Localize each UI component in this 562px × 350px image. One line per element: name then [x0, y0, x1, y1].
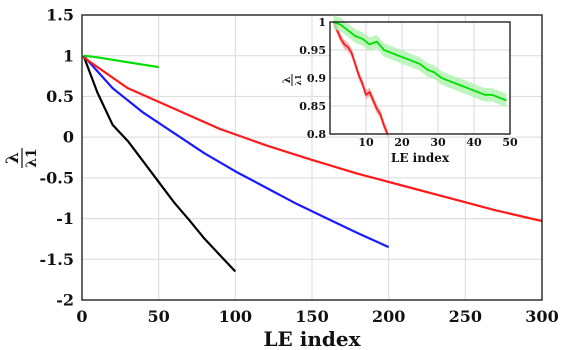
main-x-tick-label: 50 [148, 307, 170, 326]
main-y-tick-label: -0.5 [40, 168, 74, 187]
inset-y-tick-labels: 0.8 0.85 0.9 0.95 1 [299, 16, 326, 141]
main-y-tick-labels: -2 -1.5 -1 -0.5 0 0.5 1 1.5 [40, 6, 74, 310]
inset-x-tick-label: 50 [502, 136, 518, 149]
main-y-tick-label: -1 [56, 209, 74, 228]
inset-x-tick-label: 30 [430, 136, 446, 149]
main-series-1-line [82, 54, 390, 249]
main-plot-frame [81, 14, 543, 301]
inset-x-axis-label: LE index [391, 151, 450, 165]
inset-y-tick-label: 0.8 [307, 128, 326, 141]
inset-x-tick-label: 20 [394, 136, 410, 149]
main-x-tick-label: 150 [295, 307, 328, 326]
inset-series-group [332, 15, 507, 139]
main-y-tick-label: 0.5 [46, 87, 74, 106]
main-y-tick-label: 1 [63, 46, 74, 65]
main-x-tick-label: 250 [449, 307, 482, 326]
main-series-2-line [82, 56, 543, 223]
main-series-3-line [83, 54, 159, 69]
main-x-tick-label: 0 [76, 307, 87, 326]
main-x-axis-label: LE index [263, 327, 361, 350]
inset-x-tick-label: 40 [466, 136, 482, 149]
inset-series-1-line [333, 21, 507, 102]
main-x-tick-labels: 0 50 100 150 200 250 300 [76, 307, 558, 326]
inset-y-axis-label-top: λ [282, 76, 293, 83]
inset-y-tick-label: 0.85 [299, 100, 326, 113]
inset-series-1-band [333, 15, 507, 108]
main-y-tick-label: 1.5 [46, 6, 74, 25]
main-series-group [82, 54, 543, 273]
main-y-tick-label: -2 [56, 291, 74, 310]
main-y-tick-label: -1.5 [40, 250, 74, 269]
inset-y-tick-label: 0.9 [307, 72, 326, 85]
inset-y-tick-label: 1 [318, 16, 326, 29]
inset-x-tick-labels: 10 20 30 40 50 [358, 136, 518, 149]
inset-x-tick-label: 10 [358, 136, 374, 149]
main-y-tick-label: 0 [63, 128, 74, 147]
inset-y-axis-label-bottom: λ1 [293, 74, 303, 85]
main-series-0-line [82, 55, 237, 273]
inset-y-tick-label: 0.95 [299, 44, 326, 57]
main-x-tick-label: 300 [525, 307, 558, 326]
inset-plot-frame [329, 21, 511, 135]
main-x-tick-label: 200 [372, 307, 405, 326]
main-y-axis-label: λ λ1 [3, 148, 40, 168]
main-y-axis-label-bottom: λ1 [24, 148, 40, 168]
inset-y-axis-label: λ λ1 [282, 74, 303, 86]
main-y-axis-label-top: λ [3, 152, 23, 164]
inset-series-0-line [332, 21, 389, 135]
main-x-tick-label: 100 [219, 307, 252, 326]
